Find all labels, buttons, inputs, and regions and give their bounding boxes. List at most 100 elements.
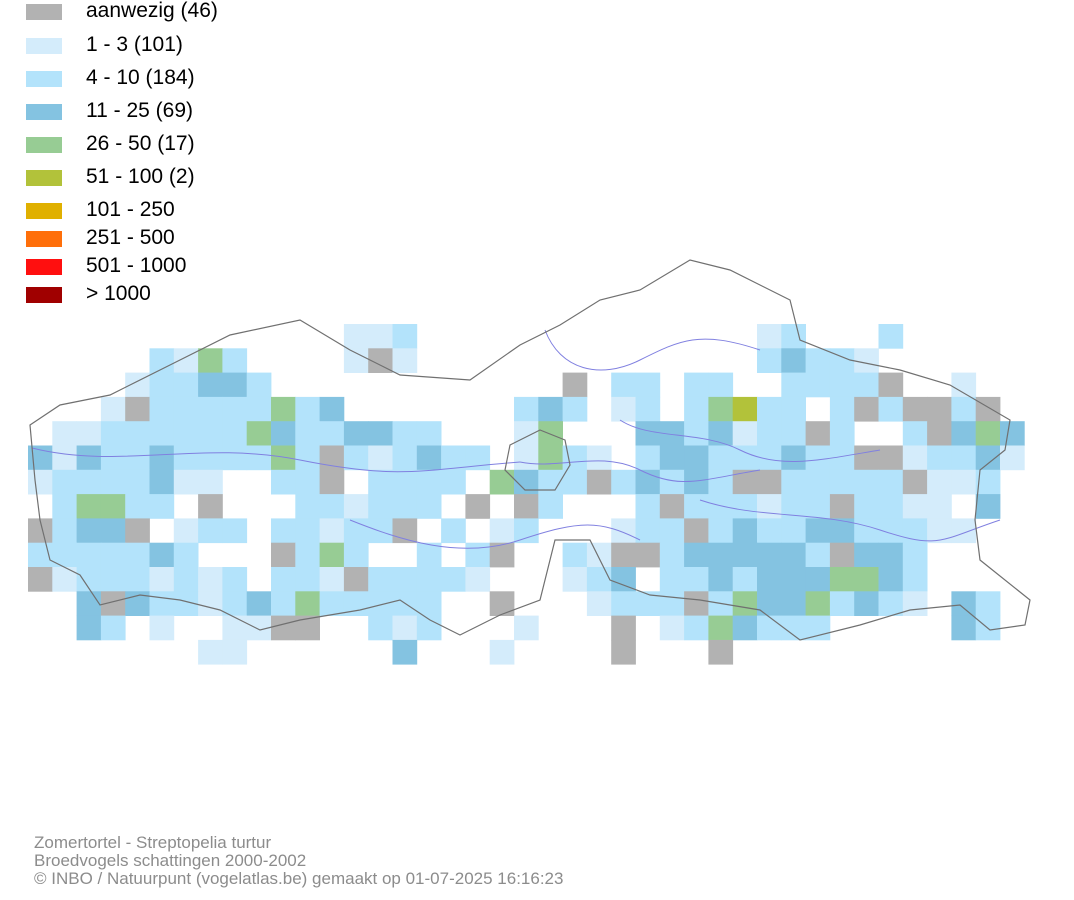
grid-cell <box>829 591 855 616</box>
grid-cell <box>951 518 977 544</box>
grid-cell <box>52 542 77 568</box>
grid-cell <box>854 469 879 495</box>
grid-cell <box>295 469 320 495</box>
grid-cell <box>805 494 831 519</box>
grid-cell <box>757 542 782 568</box>
legend-swatch <box>26 38 62 54</box>
grid-cell <box>975 494 1001 519</box>
map-footer: Zomertortel - Streptopelia turtur Broedv… <box>34 834 834 888</box>
grid-cell <box>246 591 272 616</box>
grid-cell <box>100 615 126 641</box>
grid-cell <box>878 396 904 422</box>
dataset-subtitle: Broedvogels schattingen 2000-2002 <box>34 851 307 870</box>
grid-cell <box>684 372 709 398</box>
grid-cell <box>319 421 345 446</box>
grid-cell <box>951 615 977 641</box>
grid-cell <box>684 494 709 519</box>
grid-cell <box>659 542 685 568</box>
grid-cell <box>659 518 685 544</box>
grid-cell <box>635 445 661 471</box>
grid-cell <box>295 542 320 568</box>
grid-cell <box>562 372 588 398</box>
grid-cell <box>343 494 369 519</box>
grid-cell <box>781 324 806 349</box>
legend-swatch <box>26 104 62 120</box>
grid-cell <box>902 445 928 471</box>
grid-cell <box>392 324 418 349</box>
grid-cell <box>878 324 904 349</box>
grid-cell <box>586 591 612 616</box>
grid-cell <box>951 396 977 422</box>
grid-cell <box>100 518 126 544</box>
grid-cell <box>684 615 709 641</box>
grid-cell <box>222 372 248 398</box>
grid-cell <box>878 591 904 616</box>
grid-cell <box>222 445 248 471</box>
grid-cell <box>805 445 831 471</box>
legend-item-c4: 26 - 50 (17) <box>26 132 306 155</box>
grid-cell <box>635 591 661 616</box>
grid-cell <box>829 396 855 422</box>
grid-cell <box>392 421 418 446</box>
grid-cell <box>732 469 758 495</box>
grid-cell <box>781 591 806 616</box>
grid-cell <box>441 518 466 544</box>
grid-cell <box>149 542 175 568</box>
grid-cell <box>52 494 77 519</box>
grid-cell <box>635 396 661 422</box>
grid-cell <box>659 469 685 495</box>
grid-cell <box>684 542 709 568</box>
river-line <box>699 499 1001 542</box>
grid-cell <box>222 567 248 592</box>
grid-cell <box>222 518 248 544</box>
grid-cell <box>757 421 782 446</box>
grid-cell <box>708 542 734 568</box>
grid-cell <box>684 591 709 616</box>
grid-cell <box>149 567 175 592</box>
grid-cell <box>927 494 952 519</box>
legend-label: 101 - 250 <box>86 198 175 221</box>
grid-cell <box>52 469 77 495</box>
legend-item-c1: 1 - 3 (101) <box>26 33 306 56</box>
grid-cell <box>416 445 442 471</box>
legend-item-c5: 51 - 100 (2) <box>26 165 306 188</box>
grid-cell <box>659 445 685 471</box>
legend-swatch <box>26 259 62 275</box>
grid-cell <box>635 542 661 568</box>
grid-cell <box>198 348 223 373</box>
grid-cell <box>416 494 442 519</box>
grid-cell <box>659 567 685 592</box>
grid-cell <box>100 542 126 568</box>
grid-cell <box>781 372 806 398</box>
grid-cell <box>76 445 102 471</box>
legend-swatch <box>26 287 62 303</box>
grid-cell <box>76 591 102 616</box>
grid-cell <box>198 518 223 544</box>
grid-cell <box>781 348 806 373</box>
grid-cell <box>684 518 709 544</box>
grid-cell <box>635 421 661 446</box>
grid-cell <box>708 445 734 471</box>
grid-cell <box>125 469 150 495</box>
grid-cell <box>781 615 806 641</box>
grid-cell <box>611 542 636 568</box>
grid-cell <box>198 421 223 446</box>
grid-cell <box>732 567 758 592</box>
grid-cell <box>975 421 1001 446</box>
grid-cell <box>538 445 563 471</box>
grid-cell <box>708 469 734 495</box>
grid-cell <box>295 445 320 471</box>
grid-cell <box>829 542 855 568</box>
grid-cell <box>222 421 248 446</box>
grid-cell <box>100 469 126 495</box>
grid-cell <box>392 567 418 592</box>
grid-cell <box>295 591 320 616</box>
grid-cell <box>149 615 175 641</box>
grid-cell <box>732 494 758 519</box>
grid-cell <box>52 421 77 446</box>
legend-label: 11 - 25 (69) <box>86 99 193 122</box>
grid-cell <box>927 518 952 544</box>
grid-cell <box>878 567 904 592</box>
grid-cell <box>319 518 345 544</box>
grid-cell <box>465 542 491 568</box>
